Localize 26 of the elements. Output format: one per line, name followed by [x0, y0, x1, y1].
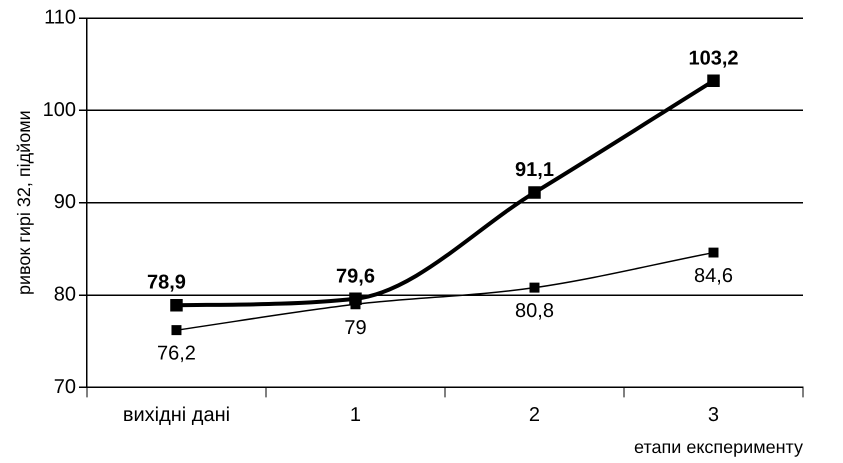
y-tick-label: 80 — [54, 284, 76, 306]
data-label: 91,1 — [515, 159, 554, 182]
y-tick-label: 110 — [44, 6, 76, 29]
x-tick-label: 1 — [350, 404, 362, 426]
x-tick-label: 2 — [528, 404, 540, 426]
data-label: 80,8 — [515, 300, 554, 322]
x-tick-label: вихідні дані — [122, 404, 230, 426]
point — [528, 186, 541, 199]
y-tick-label: 90 — [54, 191, 76, 214]
point — [708, 248, 718, 258]
data-label: 79,6 — [336, 265, 375, 288]
y-tick-label: 100 — [42, 98, 76, 121]
data-label: 79 — [344, 316, 367, 339]
x-tick-label: 3 — [708, 404, 720, 426]
data-label: 103,2 — [688, 47, 739, 70]
point — [171, 325, 182, 336]
point — [529, 282, 540, 293]
y-axis-title: ривок гирі 32, підйоми — [14, 110, 34, 296]
x-axis-title: етапи експерименту — [634, 437, 803, 458]
point — [170, 298, 183, 312]
data-label: 76,2 — [157, 342, 196, 365]
y-tick-label: 70 — [54, 376, 76, 398]
point — [349, 292, 362, 305]
point — [707, 74, 720, 88]
data-label: 78,9 — [147, 272, 186, 294]
data-label: 84,6 — [694, 265, 733, 288]
